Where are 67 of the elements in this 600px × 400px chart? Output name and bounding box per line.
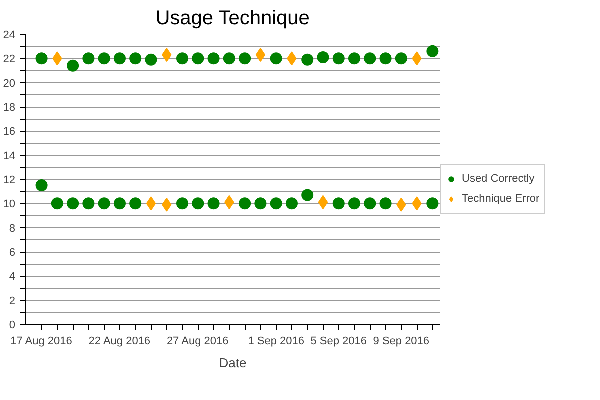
y-tick-label: 2 [9,295,16,308]
point [364,52,376,65]
chart-title: Usage Technique [156,8,310,30]
x-tick-label: 27 Aug 2016 [166,336,229,348]
point [192,198,204,210]
point [36,52,48,65]
point [302,189,314,202]
point [239,52,252,65]
point [130,198,142,210]
point [98,198,110,210]
y-tick-label: 6 [9,247,16,259]
point [176,198,189,210]
y-tick-label: 18 [3,102,16,114]
point [114,52,126,65]
point [145,54,158,66]
y-tick-label: 16 [3,126,16,138]
point [192,52,204,65]
y-tick-label: 24 [3,30,16,42]
point [51,198,64,210]
y-tick-label: 0 [9,320,16,332]
y-tick-label: 10 [3,198,16,211]
point [223,52,236,65]
point [67,60,80,72]
point [380,198,392,210]
point [286,198,298,210]
point [317,51,330,64]
point [67,198,80,210]
point [98,52,110,65]
y-tick-label: 20 [3,78,16,90]
point [176,52,189,65]
point [82,198,95,210]
y-tick-label: 14 [3,150,16,162]
point [318,195,328,210]
x-axis-title: Date [219,356,247,370]
point [270,198,282,210]
point [239,198,252,210]
legend-label: Used Correctly [462,173,535,185]
x-tick-label: 5 Sep 2016 [310,336,368,348]
x-tick-label: 1 Sep 2016 [248,336,304,348]
point [332,198,345,210]
point [130,52,142,65]
point [426,198,439,210]
point [395,52,408,65]
point [348,52,361,65]
point [256,48,266,62]
point [82,52,95,65]
point [146,196,156,211]
point [348,198,361,210]
point [208,52,220,65]
x-tick-label: 17 Aug 2016 [10,336,72,348]
point [36,180,48,192]
point [302,54,314,66]
point [364,198,376,210]
point [270,52,282,65]
y-tick-label: 12 [3,174,16,186]
y-tick-label: 22 [3,54,16,66]
y-tick-label: 4 [9,271,16,284]
point [114,198,126,210]
legend-label: Technique Error [462,193,540,205]
point [332,52,345,65]
point [208,198,220,210]
y-tick-label: 8 [9,222,16,235]
point [426,45,439,58]
point [380,52,392,65]
point [254,198,267,210]
x-tick-label: 22 Aug 2016 [88,336,151,348]
x-tick-label: 9 Sep 2016 [373,336,430,348]
